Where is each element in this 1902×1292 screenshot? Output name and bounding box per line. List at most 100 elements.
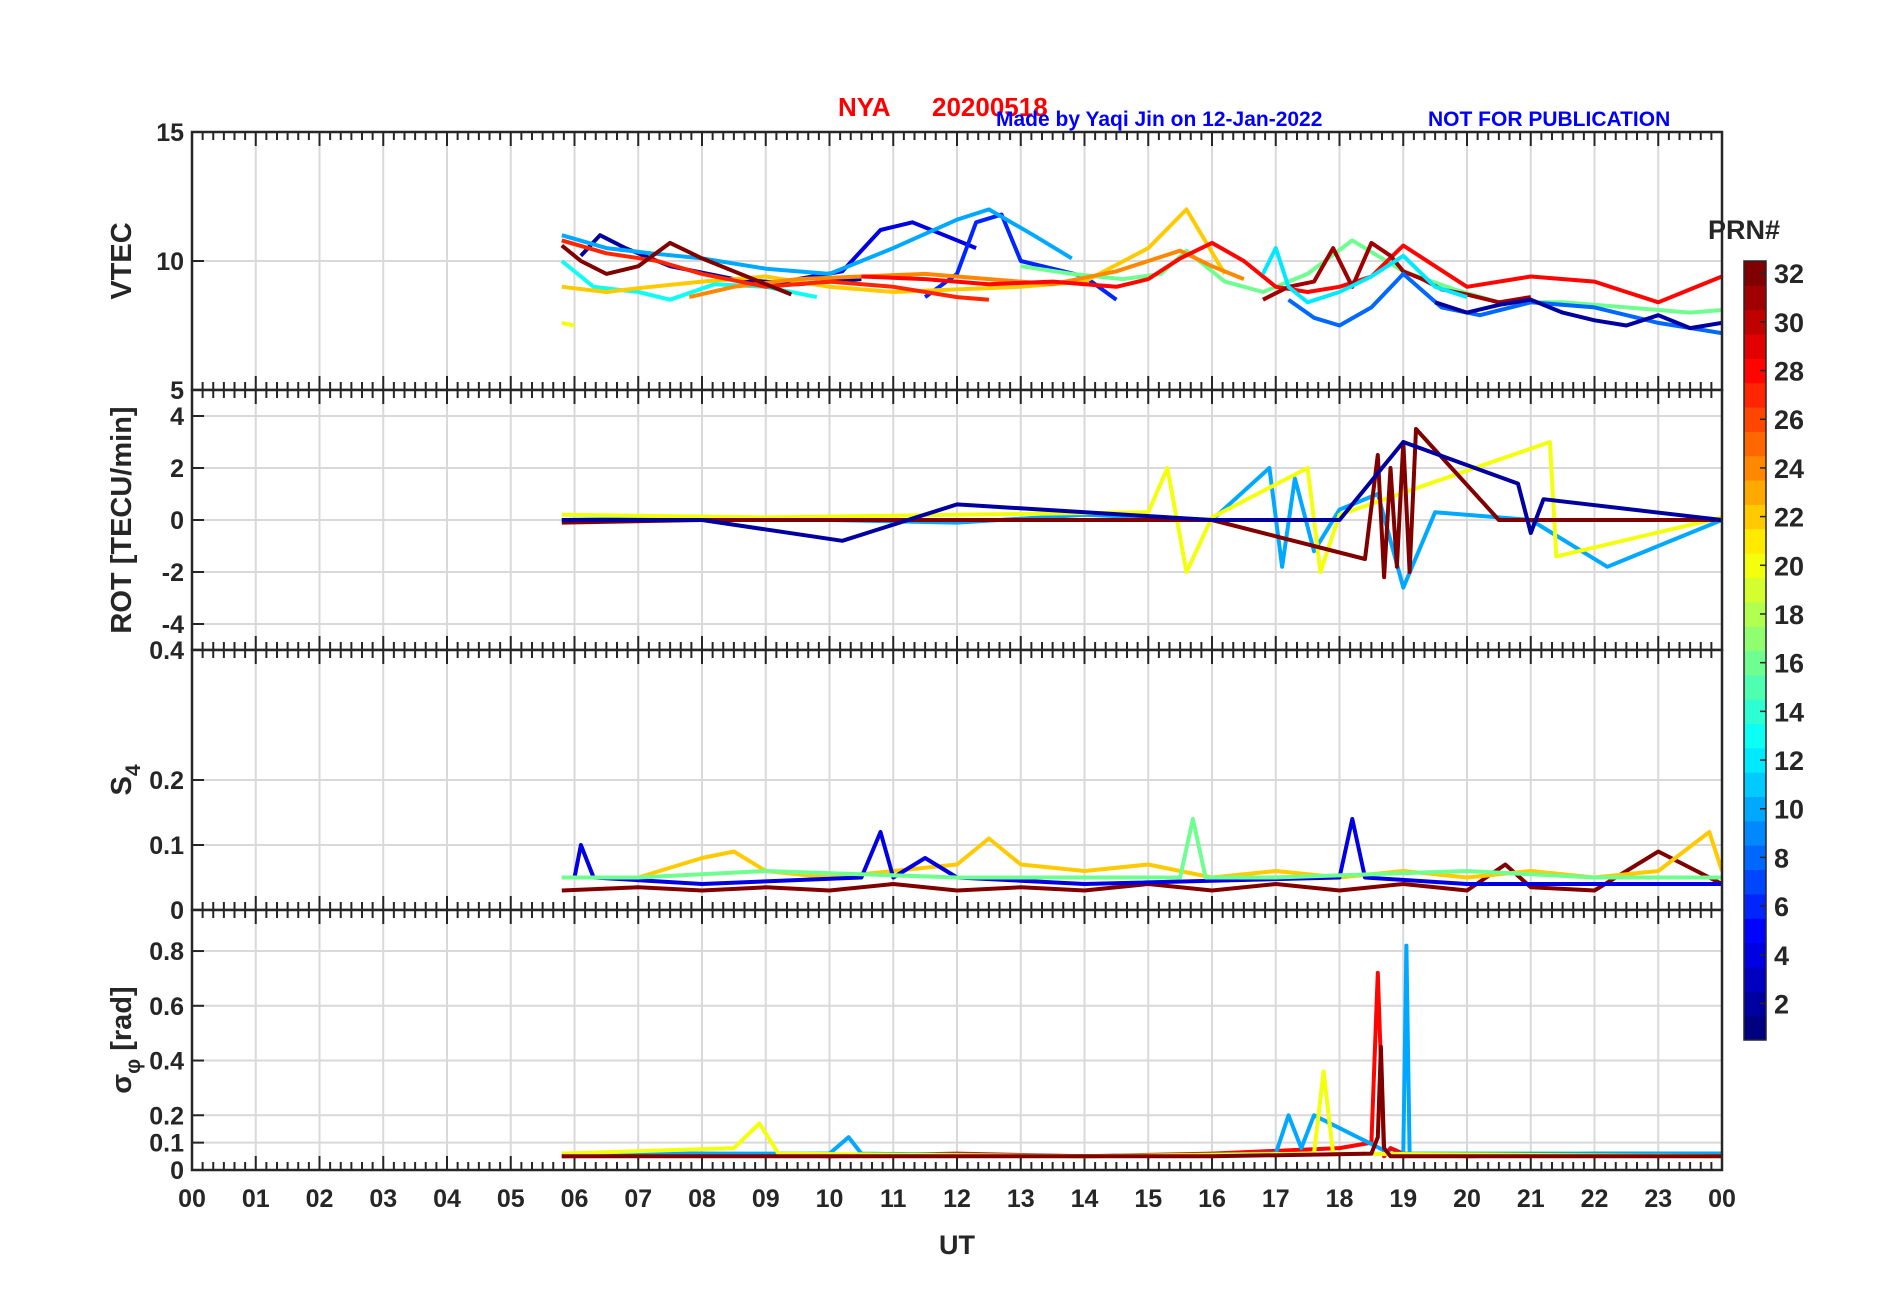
- colorbar-swatch: [1744, 1015, 1766, 1041]
- y-tick-label: 2: [170, 455, 184, 483]
- panel-rot: -4 -2 0 2 4 ROT [TECU/min]: [106, 388, 1724, 652]
- chart-title: NYA 20200518 Made by Yaqi Jin on 12-Jan-…: [838, 92, 1670, 131]
- x-tick-label: 05: [497, 1185, 525, 1213]
- x-tick-label: 02: [306, 1185, 334, 1213]
- x-tick-label: 00: [1708, 1185, 1736, 1213]
- x-tick-label: 16: [1198, 1185, 1226, 1213]
- colorbar-swatch: [1744, 699, 1766, 725]
- panel-vtec: 5 10 15 VTEC: [106, 119, 1724, 405]
- colorbar-swatch: [1744, 261, 1766, 286]
- y-tick-label: 0: [170, 507, 184, 535]
- y-tick-label: -2: [162, 559, 184, 587]
- colorbar-swatch: [1744, 869, 1766, 895]
- x-tick-label: 13: [1007, 1185, 1035, 1213]
- x-tick-label: 10: [816, 1185, 844, 1213]
- notice-label: NOT FOR PUBLICATION: [1428, 108, 1670, 131]
- y-tick-label: 5: [170, 377, 184, 405]
- y-tick-label: 0: [170, 897, 184, 925]
- series-line-prn-32: [560, 240, 793, 297]
- station-label: NYA: [838, 92, 891, 122]
- colorbar-tick-label: 6: [1774, 892, 1789, 922]
- colorbar-swatch: [1744, 820, 1766, 846]
- y-tick-label: 0.2: [149, 767, 184, 795]
- colorbar-swatch: [1744, 601, 1766, 627]
- colorbar-tick-label: 24: [1774, 454, 1804, 484]
- x-tick-label: 22: [1581, 1185, 1609, 1213]
- colorbar-swatch: [1744, 942, 1766, 968]
- y-tick-label: 0: [170, 1157, 184, 1185]
- colorbar-label: PRN#: [1708, 215, 1780, 245]
- y-tick-label: 10: [156, 248, 184, 276]
- y-axis-label: σφ [rad]: [106, 986, 145, 1093]
- y-tick-label: -4: [162, 611, 184, 639]
- colorbar-tick-label: 28: [1774, 357, 1804, 387]
- y-tick-label: 0.6: [149, 993, 184, 1021]
- x-tick-label: 19: [1389, 1185, 1417, 1213]
- colorbar-swatch: [1744, 358, 1766, 384]
- series-line-prn-31: [1262, 240, 1532, 305]
- y-axis-label: S4: [106, 764, 145, 795]
- colorbar-tick-label: 8: [1774, 843, 1789, 873]
- colorbar-tick-label: 22: [1774, 503, 1804, 533]
- x-tick-label: 09: [752, 1185, 780, 1213]
- x-tick-label: 03: [369, 1185, 397, 1213]
- colorbar-swatch: [1744, 504, 1766, 530]
- colorbar-tick-label: 12: [1774, 746, 1804, 776]
- series-line-prn-27: [561, 238, 990, 302]
- x-tick-label: 11: [880, 1185, 907, 1213]
- x-tick-label: 04: [433, 1185, 461, 1213]
- series-line-prn-20: [561, 320, 575, 328]
- y-tick-label: 0.4: [149, 637, 184, 665]
- panel-border: [190, 908, 1724, 1172]
- series-line-prn-22: [561, 207, 1227, 294]
- colorbar-tick-label: 32: [1774, 259, 1804, 289]
- colorbar-tick-label: 16: [1774, 649, 1804, 679]
- x-tick-label: 06: [561, 1185, 589, 1213]
- colorbar-tick-label: 2: [1774, 989, 1789, 1019]
- colorbar-swatch: [1744, 407, 1766, 432]
- colorbar-tick-label: 4: [1774, 941, 1789, 971]
- colorbar-swatch: [1744, 845, 1766, 871]
- x-tick-label: 17: [1262, 1185, 1290, 1213]
- colorbar-swatch: [1744, 528, 1766, 554]
- colorbar-tick-label: 18: [1774, 600, 1804, 630]
- y-axis-label: ROT [TECU/min]: [106, 406, 138, 633]
- series-line-prn-20: [561, 440, 1722, 574]
- colorbar-border: [1743, 260, 1767, 1041]
- series-line-prn-2: [561, 440, 1722, 543]
- colorbar-swatch: [1744, 577, 1766, 603]
- series-line-prn-28: [861, 240, 1722, 305]
- panel-sigma: 00.10.2 0.4 0.6 0.8σφ [rad]: [106, 908, 1724, 1185]
- colorbar-swatch: [1744, 991, 1766, 1017]
- x-tick-label: 08: [688, 1185, 716, 1213]
- y-tick-label: 15: [156, 119, 184, 147]
- y-axis-label: VTEC: [106, 222, 138, 299]
- colorbar-swatch: [1744, 723, 1766, 749]
- x-tick-label: 15: [1134, 1185, 1162, 1213]
- colorbar-swatch: [1744, 309, 1766, 335]
- colorbar-swatch: [1744, 674, 1766, 700]
- series-line-prn-32: [561, 1044, 1722, 1159]
- series-line-prn-2: [1434, 297, 1722, 331]
- series-line-prn-10: [561, 943, 1722, 1159]
- colorbar-swatch: [1744, 553, 1766, 578]
- x-tick-label: 12: [943, 1185, 971, 1213]
- y-tick-label: 0.2: [149, 1102, 184, 1130]
- colorbar-swatch: [1744, 455, 1766, 481]
- panel-s4: 0 0.1 0.2 0.4 S4: [106, 637, 1724, 925]
- series-line-prn-10: [561, 207, 1073, 276]
- colorbar-swatch: [1744, 772, 1766, 798]
- colorbar-swatch: [1744, 893, 1766, 919]
- x-tick-label: 23: [1644, 1185, 1672, 1213]
- x-tick-label: 14: [1071, 1185, 1099, 1213]
- date-label: 20200518: [932, 92, 1048, 122]
- colorbar-tick-label: 14: [1774, 697, 1804, 727]
- colorbar-swatch: [1744, 650, 1766, 676]
- colorbar-swatch: [1744, 285, 1766, 311]
- x-tick-label: 07: [624, 1185, 652, 1213]
- colorbar-swatch: [1744, 431, 1766, 457]
- x-tick-label: 20: [1453, 1185, 1481, 1213]
